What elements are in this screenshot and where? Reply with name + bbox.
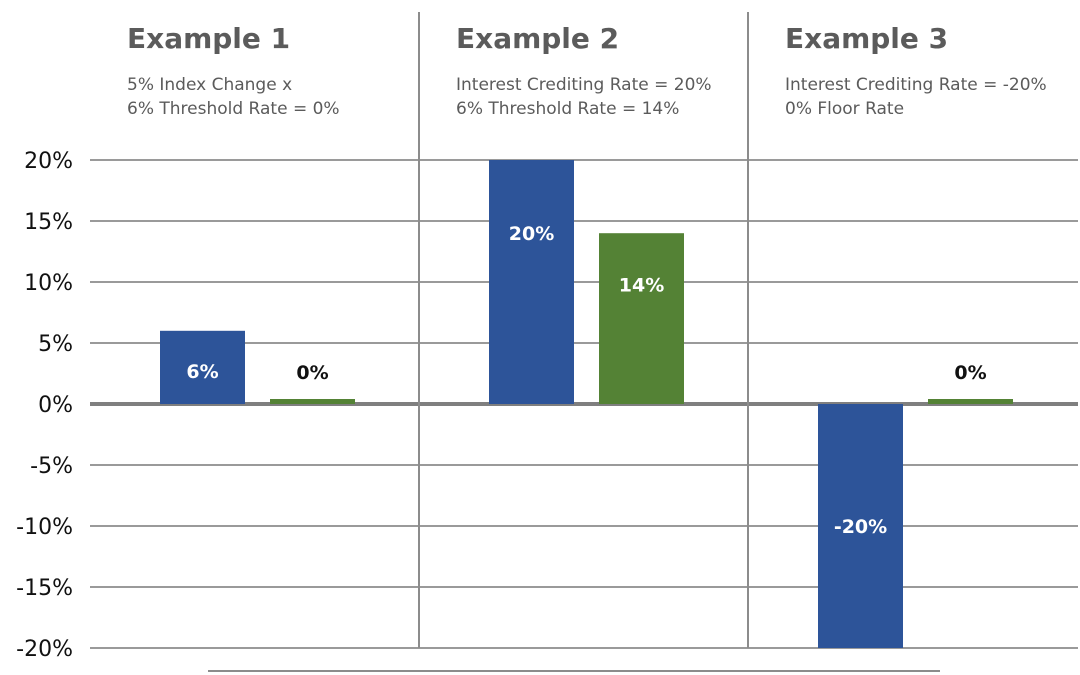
bar [270,399,355,404]
panel-heading: Example 1 [127,22,290,55]
panel-headers: Example 1 5% Index Change x 6% Threshold R… [127,22,1047,119]
bar-value-label: 0% [296,362,328,384]
bar [599,233,684,404]
panel-description: 6% Threshold Rate = 0% [127,99,340,119]
y-tick-label: -10% [16,515,73,540]
bar [160,330,245,404]
bar-value-label: -20% [834,516,887,538]
bar-value-label: 6% [186,361,218,383]
bar-value-label: 20% [509,223,554,245]
y-tick-label: 5% [38,332,73,357]
y-tick-label: 15% [24,210,73,235]
grid-lines [90,159,1078,649]
bar [818,404,903,648]
bar [489,160,574,404]
bar [928,399,1013,404]
bar-labels: 6% 20% -20% 0% 14% 0% [186,223,986,538]
y-tick-label: -5% [30,454,73,479]
panel-dividers [418,12,749,648]
y-axis-tick-labels: 20% 15% 10% 5% 0% -5% -10% -15% -20% [16,149,73,662]
panel-heading: Example 3 [785,22,948,55]
y-tick-label: 20% [24,149,73,174]
bars [160,160,1013,648]
y-tick-label: 10% [24,271,73,296]
bar-value-label: 0% [954,362,986,384]
panel-description: Interest Crediting Rate = 20% [456,75,712,95]
panel-heading: Example 2 [456,22,619,55]
panel-description: Interest Crediting Rate = -20% [785,75,1047,95]
y-tick-label: -15% [16,576,73,601]
panel-description: 5% Index Change x [127,75,292,95]
panel-description: 0% Floor Rate [785,99,904,119]
bar-value-label: 14% [619,274,664,296]
y-tick-label: -20% [16,637,73,662]
panel-description: 6% Threshold Rate = 14% [456,99,679,119]
y-tick-label: 0% [38,393,73,418]
